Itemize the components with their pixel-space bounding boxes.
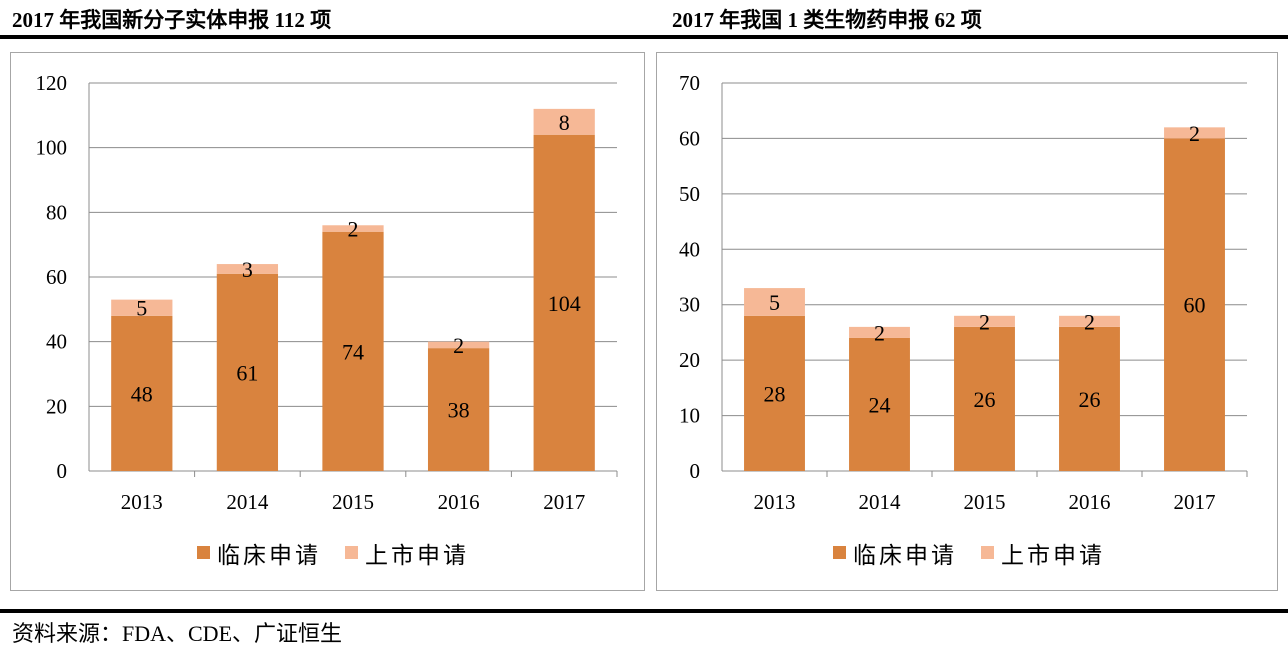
right-data-label: 2	[874, 320, 885, 345]
right-bar-clinical-2013	[744, 315, 805, 471]
left-bar-clinical-2015	[322, 231, 384, 471]
left-bar-market-2014	[216, 264, 279, 274]
left-x-tick-label: 2017	[543, 490, 585, 514]
right-legend-label: 临床申请	[853, 543, 957, 568]
left-legend-label: 临床申请	[217, 543, 321, 568]
left-x-tick-label: 2015	[332, 490, 374, 514]
right-bar-market-2017	[1164, 127, 1225, 139]
left-bar-clinical-2013	[111, 315, 173, 471]
chart-panel-left: 0 20 40 60 80 100 120 48 5 2013 61 3 2014 74 2 2015 38 2 2…	[10, 52, 645, 591]
left-legend-swatch	[345, 546, 358, 559]
right-x-tick-label: 2015	[964, 490, 1006, 514]
left-bar-market-2016	[427, 341, 490, 349]
right-x-tick-label: 2016	[1069, 490, 1111, 514]
right-y-tick-label: 30	[679, 293, 700, 317]
right-bar-clinical-2016	[1059, 326, 1120, 471]
chart-title-left: 2017 年我国新分子实体申报 112 项	[12, 8, 332, 32]
left-data-label: 8	[559, 110, 570, 135]
top-rule	[0, 35, 1288, 39]
right-x-tick-label: 2017	[1174, 490, 1216, 514]
left-data-label: 3	[242, 257, 253, 282]
left-y-tick-label: 100	[36, 136, 68, 160]
right-y-tick-label: 60	[679, 126, 700, 150]
right-bar-clinical-2014	[849, 337, 910, 471]
right-legend-swatch	[981, 546, 994, 559]
right-y-tick-label: 0	[690, 459, 701, 483]
right-y-tick-label: 40	[679, 237, 700, 261]
right-y-tick-label: 70	[679, 71, 700, 95]
source-note: 资料来源：FDA、CDE、广证恒生	[12, 621, 343, 646]
right-y-tick-label: 20	[679, 348, 700, 372]
right-y-tick-label: 50	[679, 182, 700, 206]
left-y-tick-label: 40	[46, 330, 67, 354]
right-data-label: 2	[979, 309, 990, 334]
right-bar-market-2014	[849, 326, 910, 338]
left-y-tick-label: 120	[36, 71, 68, 95]
left-legend-swatch	[197, 546, 210, 559]
left-data-label: 2	[453, 333, 464, 358]
bottom-rule	[0, 609, 1288, 613]
right-bar-market-2015	[954, 315, 1015, 327]
right-data-label: 26	[1079, 387, 1101, 412]
left-bar-clinical-2016	[427, 348, 490, 471]
left-x-tick-label: 2013	[121, 490, 163, 514]
chart-panel-right: 0 10 20 30 40 50 60 70 28 5 2013 24 2 2014 26 2 2015 26 2 2…	[656, 52, 1278, 591]
right-legend-label: 上市申请	[1001, 543, 1105, 568]
chart-left: 0 20 40 60 80 100 120 48 5 2013 61 3 2014 74 2 2015 38 2 2…	[36, 71, 618, 568]
chart-title-right: 2017 年我国 1 类生物药申报 62 项	[672, 8, 982, 32]
left-y-tick-label: 60	[46, 265, 67, 289]
left-bar-market-2015	[322, 225, 384, 232]
left-data-label: 74	[342, 339, 364, 364]
left-y-tick-label: 0	[57, 459, 68, 483]
right-data-label: 60	[1184, 293, 1206, 318]
right-bar-market-2016	[1059, 315, 1120, 327]
right-data-label: 2	[1084, 309, 1095, 334]
left-data-label: 5	[136, 296, 147, 321]
left-y-tick-label: 20	[46, 394, 67, 418]
left-data-label: 48	[131, 381, 153, 406]
left-data-label: 38	[448, 398, 470, 423]
right-data-label: 5	[769, 290, 780, 315]
left-bar-clinical-2014	[216, 273, 279, 471]
left-legend-label: 上市申请	[365, 543, 469, 568]
chart-right: 0 10 20 30 40 50 60 70 28 5 2013 24 2 2014 26 2 2015 26 2 2…	[679, 71, 1248, 568]
right-bar-market-2013	[744, 288, 805, 316]
left-bar-market-2013	[111, 299, 173, 316]
right-bar-clinical-2017	[1164, 138, 1225, 471]
right-data-label: 26	[974, 387, 996, 412]
right-x-tick-label: 2014	[859, 490, 902, 514]
right-y-tick-label: 10	[679, 404, 700, 428]
left-data-label: 2	[348, 217, 359, 242]
left-x-tick-label: 2016	[438, 490, 480, 514]
left-data-label: 104	[548, 291, 581, 316]
right-bar-clinical-2015	[954, 326, 1015, 471]
right-data-label: 24	[869, 392, 891, 417]
left-bar-market-2017	[533, 108, 595, 135]
left-data-label: 61	[236, 360, 258, 385]
left-x-tick-label: 2014	[226, 490, 269, 514]
left-y-tick-label: 80	[46, 200, 67, 224]
right-data-label: 28	[764, 381, 786, 406]
left-bar-clinical-2017	[533, 134, 595, 471]
right-x-tick-label: 2013	[754, 490, 796, 514]
right-data-label: 2	[1189, 121, 1200, 146]
right-legend-swatch	[833, 546, 846, 559]
